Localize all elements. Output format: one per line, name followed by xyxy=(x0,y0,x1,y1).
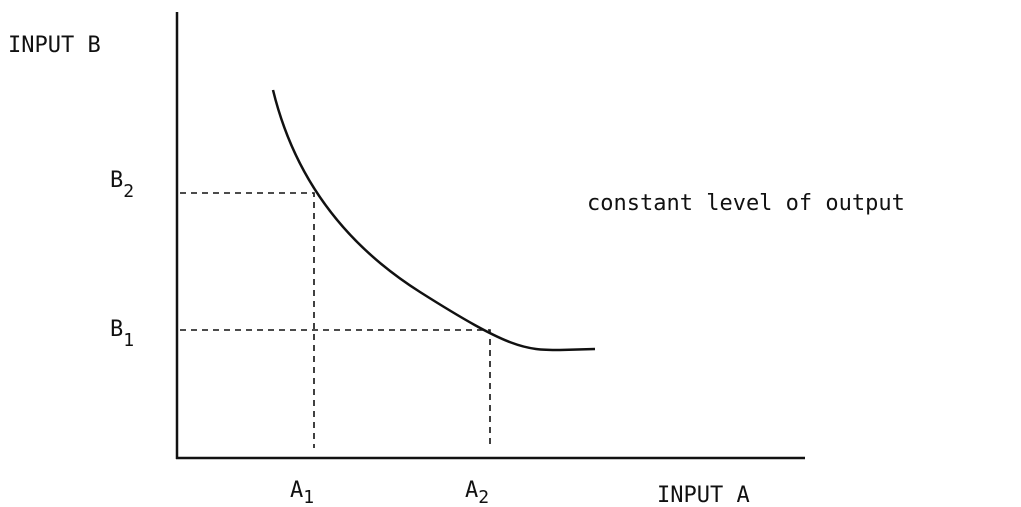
isoquant-curve xyxy=(271,89,596,352)
letter: A xyxy=(465,478,478,503)
subscript: 2 xyxy=(478,487,489,507)
subscript: 1 xyxy=(303,487,314,507)
x-axis-label: INPUT A xyxy=(657,483,750,507)
curve-label: constant level of output xyxy=(587,191,905,216)
y-axis-label: INPUT B xyxy=(8,33,101,58)
b1-label: B1 xyxy=(110,317,134,351)
a2-label: A2 xyxy=(465,478,489,507)
a1-label: A1 xyxy=(290,478,314,507)
subscript: 1 xyxy=(123,330,134,351)
b2-a1-guide xyxy=(180,192,315,448)
letter: B xyxy=(110,317,123,342)
letter: A xyxy=(290,478,303,503)
b1-a2-guide xyxy=(180,329,491,448)
letter: B xyxy=(110,168,123,193)
b2-label: B2 xyxy=(110,168,134,202)
subscript: 2 xyxy=(123,181,134,202)
